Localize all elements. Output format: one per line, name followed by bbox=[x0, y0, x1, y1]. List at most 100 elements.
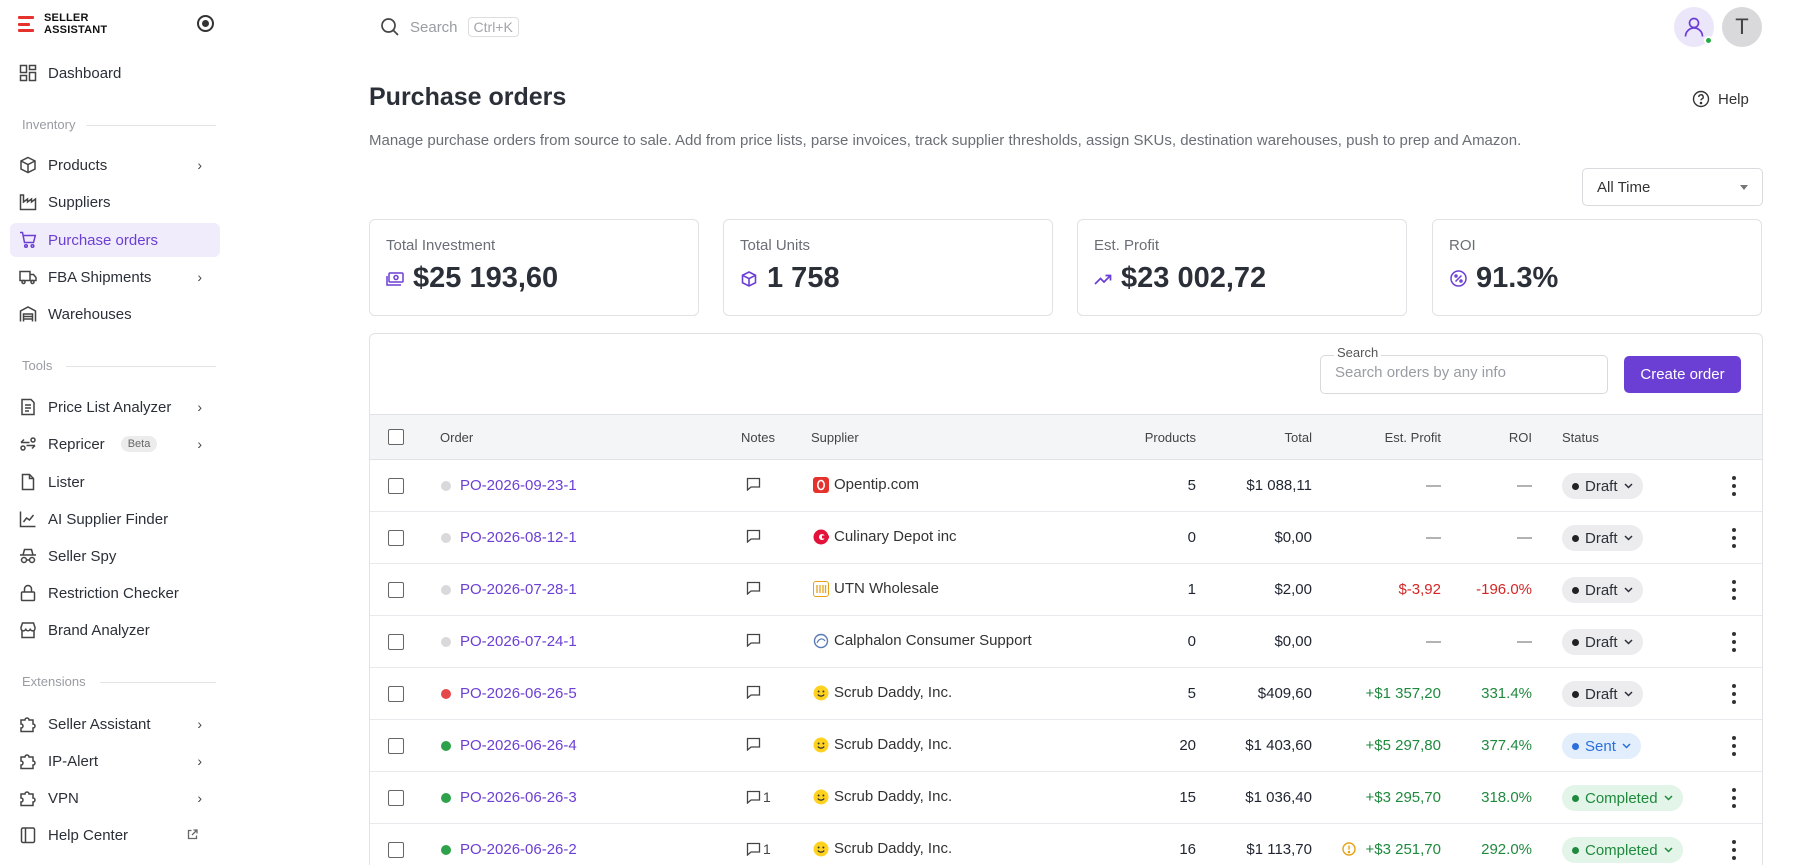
more-options-icon[interactable] bbox=[1732, 736, 1736, 756]
sidebar-item-warehouses[interactable]: Warehouses bbox=[10, 297, 220, 331]
more-options-icon[interactable] bbox=[1732, 840, 1736, 860]
sidebar-item-seller-assistant[interactable]: Seller Assistant › bbox=[10, 707, 220, 741]
status-badge[interactable]: Draft bbox=[1562, 473, 1643, 499]
sidebar-item-products[interactable]: Products › bbox=[10, 148, 220, 182]
more-options-icon[interactable] bbox=[1732, 632, 1736, 652]
chevron-right-icon: › bbox=[197, 399, 202, 415]
sidebar-item-help-center[interactable]: Help Center bbox=[10, 818, 220, 852]
sidebar-item-ip-alert[interactable]: IP-Alert › bbox=[10, 744, 220, 778]
supplier-cell[interactable]: UTN Wholesale bbox=[813, 580, 939, 597]
stat-label: Total Investment bbox=[386, 237, 496, 254]
time-range-select[interactable]: All Time bbox=[1582, 168, 1763, 206]
sidebar-item-suppliers[interactable]: Suppliers bbox=[10, 185, 220, 219]
order-link[interactable]: PO-2026-07-24-1 bbox=[460, 633, 577, 650]
brand-logo[interactable]: SELLER ASSISTANT bbox=[18, 12, 107, 36]
column-order[interactable]: Order bbox=[440, 430, 474, 445]
row-checkbox[interactable] bbox=[388, 842, 404, 858]
sidebar-item-repricer[interactable]: Repricer Beta › bbox=[10, 427, 220, 461]
sidebar-item-label: Seller Assistant bbox=[48, 715, 151, 733]
supplier-cell[interactable]: Scrub Daddy, Inc. bbox=[813, 684, 952, 701]
status-badge[interactable]: Completed bbox=[1562, 837, 1683, 863]
status-badge[interactable]: Draft bbox=[1562, 577, 1643, 603]
order-link[interactable]: PO-2026-08-12-1 bbox=[460, 529, 577, 546]
row-checkbox[interactable] bbox=[388, 634, 404, 650]
sidebar-item-dashboard[interactable]: Dashboard bbox=[10, 56, 220, 90]
row-checkbox[interactable] bbox=[388, 738, 404, 754]
comment-icon bbox=[746, 633, 761, 647]
help-button[interactable]: Help bbox=[1692, 90, 1749, 108]
sidebar-toggle-icon[interactable] bbox=[197, 15, 214, 32]
column-est-profit[interactable]: Est. Profit bbox=[1384, 430, 1441, 445]
orders-search-input[interactable] bbox=[1335, 364, 1595, 381]
select-all-checkbox[interactable] bbox=[388, 429, 404, 445]
more-options-icon[interactable] bbox=[1732, 476, 1736, 496]
sidebar-item-purchase-orders[interactable]: Purchase orders bbox=[10, 223, 220, 257]
table-row[interactable]: PO-2026-07-24-1 Calphalon Consumer Suppor… bbox=[370, 616, 1762, 668]
shortcut-hint: Ctrl+K bbox=[467, 17, 519, 37]
sidebar-item-ai-supplier-finder[interactable]: AI Supplier Finder bbox=[10, 502, 220, 536]
table-row[interactable]: PO-2026-06-26-3 1 Scrub Daddy, Inc. 15 $1 03… bbox=[370, 772, 1762, 824]
sidebar-item-fba-shipments[interactable]: FBA Shipments › bbox=[10, 260, 220, 294]
row-checkbox[interactable] bbox=[388, 530, 404, 546]
supplier-cell[interactable]: Scrub Daddy, Inc. bbox=[813, 788, 952, 805]
status-badge[interactable]: Draft bbox=[1562, 525, 1643, 551]
sidebar-item-restriction-checker[interactable]: Restriction Checker bbox=[10, 576, 220, 610]
order-link[interactable]: PO-2026-06-26-4 bbox=[460, 737, 577, 754]
column-supplier[interactable]: Supplier bbox=[811, 430, 859, 445]
row-checkbox[interactable] bbox=[388, 478, 404, 494]
status-dot bbox=[441, 793, 451, 803]
status-badge[interactable]: Completed bbox=[1562, 785, 1683, 811]
order-link[interactable]: PO-2026-06-26-5 bbox=[460, 685, 577, 702]
table-row[interactable]: PO-2026-06-26-2 1 Scrub Daddy, Inc. 16 $1 11… bbox=[370, 824, 1762, 865]
more-options-icon[interactable] bbox=[1732, 580, 1736, 600]
column-roi[interactable]: ROI bbox=[1508, 430, 1532, 445]
table-row[interactable]: PO-2026-08-12-1 Culinary Depot inc 0 $0,00 —… bbox=[370, 512, 1762, 564]
avatar[interactable]: T bbox=[1722, 7, 1762, 47]
row-checkbox[interactable] bbox=[388, 686, 404, 702]
supplier-cell[interactable]: Culinary Depot inc bbox=[813, 528, 957, 545]
supplier-cell[interactable]: Scrub Daddy, Inc. bbox=[813, 736, 952, 753]
notes-button[interactable] bbox=[746, 737, 763, 751]
global-search[interactable]: Search Ctrl+K bbox=[380, 17, 519, 37]
supplier-name: UTN Wholesale bbox=[834, 580, 940, 597]
notes-button[interactable] bbox=[746, 685, 763, 699]
order-link[interactable]: PO-2026-06-26-3 bbox=[460, 789, 577, 806]
create-order-button[interactable]: Create order bbox=[1624, 356, 1741, 393]
sidebar-item-seller-spy[interactable]: Seller Spy bbox=[10, 539, 220, 573]
puzzle-icon bbox=[18, 788, 38, 808]
sidebar-item-price-list-analyzer[interactable]: Price List Analyzer › bbox=[10, 390, 220, 424]
user-profile-button[interactable] bbox=[1674, 7, 1714, 47]
table-row[interactable]: PO-2026-06-26-4 Scrub Daddy, Inc. 20 $1 403… bbox=[370, 720, 1762, 772]
supplier-cell[interactable]: Calphalon Consumer Support bbox=[813, 632, 1032, 649]
row-checkbox[interactable] bbox=[388, 790, 404, 806]
order-link[interactable]: PO-2026-06-26-2 bbox=[460, 841, 577, 858]
table-row[interactable]: PO-2026-06-26-5 Scrub Daddy, Inc. 5 $409,60… bbox=[370, 668, 1762, 720]
row-checkbox[interactable] bbox=[388, 582, 404, 598]
more-options-icon[interactable] bbox=[1732, 528, 1736, 548]
order-link[interactable]: PO-2026-07-28-1 bbox=[460, 581, 577, 598]
status-badge[interactable]: Draft bbox=[1562, 629, 1643, 655]
notes-button[interactable] bbox=[746, 477, 763, 491]
supplier-logo bbox=[813, 580, 829, 597]
table-row[interactable]: PO-2026-09-23-1 Opentip.com 5 $1 088,11 — — Dr… bbox=[370, 460, 1762, 512]
notes-button[interactable]: 1 bbox=[746, 841, 771, 857]
status-badge[interactable]: Sent bbox=[1562, 733, 1641, 759]
table-row[interactable]: PO-2026-07-28-1 UTN Wholesale 1 $2,00 $-3,92… bbox=[370, 564, 1762, 616]
status-label: Draft bbox=[1585, 685, 1618, 703]
notes-button[interactable] bbox=[746, 581, 763, 595]
sidebar-item-vpn[interactable]: VPN › bbox=[10, 781, 220, 815]
notes-button[interactable]: 1 bbox=[746, 789, 771, 805]
supplier-cell[interactable]: Opentip.com bbox=[813, 476, 919, 493]
column-products[interactable]: Products bbox=[1144, 430, 1196, 445]
sidebar-item-lister[interactable]: Lister bbox=[10, 465, 220, 499]
status-badge[interactable]: Draft bbox=[1562, 681, 1643, 707]
more-options-icon[interactable] bbox=[1732, 684, 1736, 704]
column-total[interactable]: Total bbox=[1284, 430, 1312, 445]
notes-button[interactable] bbox=[746, 529, 763, 543]
notes-button[interactable] bbox=[746, 633, 763, 647]
sidebar-item-brand-analyzer[interactable]: Brand Analyzer bbox=[10, 613, 220, 647]
supplier-cell[interactable]: Scrub Daddy, Inc. bbox=[813, 840, 952, 857]
more-options-icon[interactable] bbox=[1732, 788, 1736, 808]
orders-search-field[interactable] bbox=[1320, 355, 1608, 394]
order-link[interactable]: PO-2026-09-23-1 bbox=[460, 477, 577, 494]
